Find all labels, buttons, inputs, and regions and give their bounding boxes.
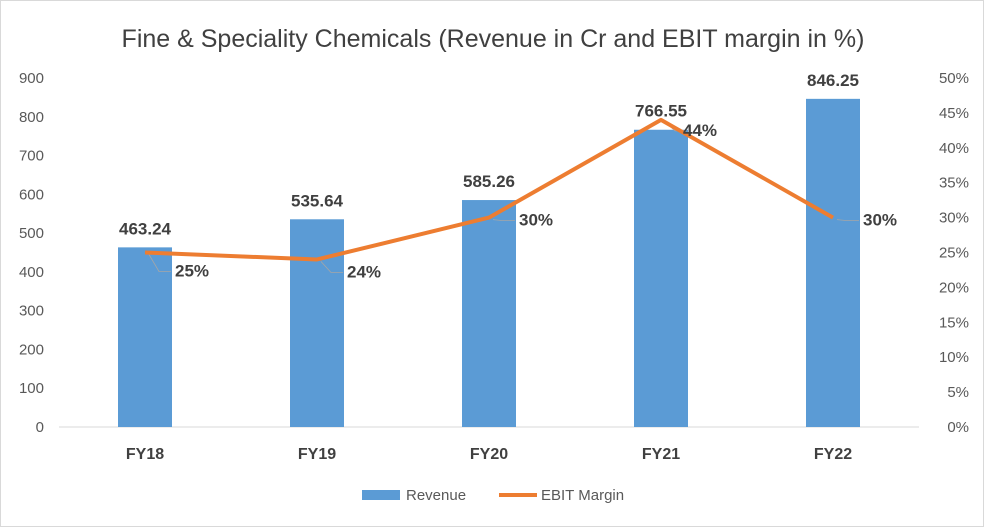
legend-swatch-revenue (362, 490, 400, 500)
ebit-label-leader-line (492, 219, 515, 222)
right-axis-tick-label: 50% (939, 70, 969, 87)
category-label: FY22 (814, 446, 852, 463)
left-axis-tick-label: 100 (19, 380, 44, 397)
ebit-data-label: 30% (519, 211, 553, 230)
left-axis-tick-label: 600 (19, 186, 44, 203)
ebit-label-leader-line (836, 219, 859, 222)
ebit-label-leader-line (148, 254, 171, 272)
right-axis-tick-label: 25% (939, 245, 969, 262)
left-axis-tick-label: 300 (19, 303, 44, 320)
left-axis-tick-label: 900 (19, 70, 44, 87)
ebit-margin-line (144, 117, 834, 262)
revenue-data-label: 766.55 (635, 102, 687, 121)
revenue-bar (806, 98, 860, 428)
revenue-bar (290, 219, 344, 427)
left-axis-tick-label: 500 (19, 225, 44, 242)
revenue-bar (118, 247, 172, 427)
category-labels: FY18 FY19 FY20 FY21 FY22 (126, 446, 852, 463)
revenue-bar (634, 129, 688, 427)
revenue-data-label: 463.24 (119, 219, 172, 238)
category-label: FY20 (470, 446, 508, 463)
left-axis-tick-label: 400 (19, 264, 44, 281)
ebit-data-labels: 25% 24% 30% 44% 30% (175, 121, 897, 282)
right-axis-tick-label: 30% (939, 210, 969, 227)
left-axis-ticks: 0 100 200 300 400 500 600 700 800 900 (19, 70, 44, 436)
category-label: FY19 (298, 446, 336, 463)
right-axis-tick-label: 15% (939, 314, 969, 331)
legend: Revenue EBIT Margin (362, 487, 624, 504)
revenue-data-label: 535.64 (291, 191, 344, 210)
ebit-data-label: 25% (175, 262, 209, 281)
right-axis-ticks: 0% 5% 10% 15% 20% 25% 30% 35% 40% 45% 50% (939, 70, 969, 436)
right-axis-tick-label: 35% (939, 175, 969, 192)
category-label: FY21 (642, 446, 680, 463)
revenue-bars (118, 98, 860, 428)
right-axis-tick-label: 20% (939, 279, 969, 296)
ebit-data-label: 30% (863, 211, 897, 230)
left-axis-tick-label: 0 (36, 419, 44, 436)
revenue-bar (462, 200, 516, 427)
left-axis-tick-label: 200 (19, 341, 44, 358)
ebit-label-leader-line (320, 261, 343, 273)
right-axis-tick-label: 40% (939, 140, 969, 157)
category-label: FY18 (126, 446, 164, 463)
revenue-data-label: 846.25 (807, 71, 859, 90)
revenue-data-labels: 463.24 535.64 585.26 766.55 846.25 (119, 71, 859, 239)
left-axis-tick-label: 700 (19, 148, 44, 165)
revenue-data-label: 585.26 (463, 172, 515, 191)
chart-title: Fine & Speciality Chemicals (Revenue in … (122, 25, 865, 53)
right-axis-tick-label: 45% (939, 105, 969, 122)
ebit-data-label: 44% (683, 121, 717, 140)
right-axis-tick-label: 0% (947, 419, 969, 436)
ebit-data-label: 24% (347, 262, 381, 281)
right-axis-tick-label: 10% (939, 349, 969, 366)
legend-label-revenue: Revenue (406, 487, 466, 504)
left-axis-tick-label: 800 (19, 109, 44, 126)
legend-label-ebit: EBIT Margin (541, 487, 624, 504)
right-axis-tick-label: 5% (947, 384, 969, 401)
